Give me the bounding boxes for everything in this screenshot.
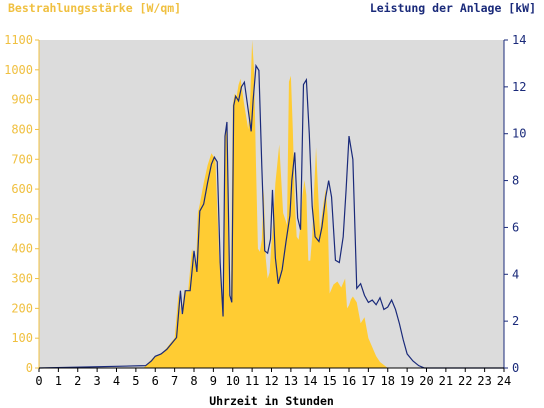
y-left-tick-label: 300 — [11, 272, 33, 286]
y-left-tick-label: 0 — [26, 361, 33, 375]
y-left-tick-label: 700 — [11, 152, 33, 166]
x-tick-label: 14 — [303, 374, 317, 388]
y-right-tick-label: 10 — [512, 127, 526, 141]
x-tick-label: 23 — [477, 374, 491, 388]
y-left-axis-label: Bestrahlungsstärke [W/qm] — [8, 1, 181, 15]
irradiance-area-layer — [39, 40, 504, 368]
x-tick-label: 8 — [190, 374, 197, 388]
x-tick-label: 19 — [400, 374, 414, 388]
x-axis-ticks: 0 1 2 3 4 5 6 7 8 9 10 11 12 13 14 15 16 17 18 19 20 21 22 23 24 — [35, 368, 511, 388]
x-tick-label: 9 — [210, 374, 217, 388]
x-tick-label: 7 — [171, 374, 178, 388]
x-tick-label: 0 — [35, 374, 42, 388]
y-left-tick-label: 800 — [11, 122, 33, 136]
y-left-tick-label: 400 — [11, 242, 33, 256]
x-tick-label: 10 — [226, 374, 240, 388]
x-tick-label: 17 — [361, 374, 375, 388]
y-right-tick-label: 14 — [512, 33, 526, 47]
x-tick-label: 5 — [132, 374, 139, 388]
x-tick-label: 13 — [284, 374, 298, 388]
power-line — [38, 63, 504, 369]
x-tick-label: 15 — [322, 374, 336, 388]
x-axis-label: Uhrzeit in Stunden — [209, 394, 334, 408]
x-tick-label: 4 — [113, 374, 120, 388]
x-tick-label: 24 — [497, 374, 511, 388]
y-left-tick-label: 100 — [11, 331, 33, 345]
y-left-tick-label: 600 — [11, 182, 33, 196]
y-right-tick-label: 6 — [512, 220, 519, 234]
y-right-tick-label: 0 — [512, 361, 519, 375]
y-left-tick-label: 200 — [11, 301, 33, 315]
y-right-axis-label: Leistung der Anlage [kW] — [370, 1, 536, 15]
y-right-tick-label: 8 — [512, 174, 519, 188]
y-right-tick-label: 2 — [512, 314, 519, 328]
x-tick-label: 11 — [245, 374, 259, 388]
x-tick-label: 20 — [419, 374, 433, 388]
x-tick-label: 12 — [264, 374, 278, 388]
x-tick-label: 22 — [458, 374, 472, 388]
x-tick-label: 2 — [74, 374, 81, 388]
x-tick-label: 21 — [439, 374, 453, 388]
x-tick-label: 1 — [55, 374, 62, 388]
power-line-layer — [38, 63, 504, 369]
x-tick-label: 18 — [381, 374, 395, 388]
irradiance-area — [39, 40, 504, 368]
x-tick-label: 6 — [152, 374, 159, 388]
y-right-axis-ticks: 0 2 4 6 8 10 12 14 — [504, 33, 526, 375]
x-tick-label: 3 — [94, 374, 101, 388]
y-right-tick-label: 4 — [512, 267, 519, 281]
y-left-axis-ticks: 0 100 200 300 400 500 600 700 800 900 1000 1100 — [4, 33, 39, 375]
y-left-tick-label: 500 — [11, 212, 33, 226]
x-tick-label: 16 — [342, 374, 356, 388]
y-left-tick-label: 1000 — [4, 63, 33, 77]
y-right-tick-label: 12 — [512, 80, 526, 94]
y-left-tick-label: 900 — [11, 93, 33, 107]
y-left-tick-label: 1100 — [4, 33, 33, 47]
